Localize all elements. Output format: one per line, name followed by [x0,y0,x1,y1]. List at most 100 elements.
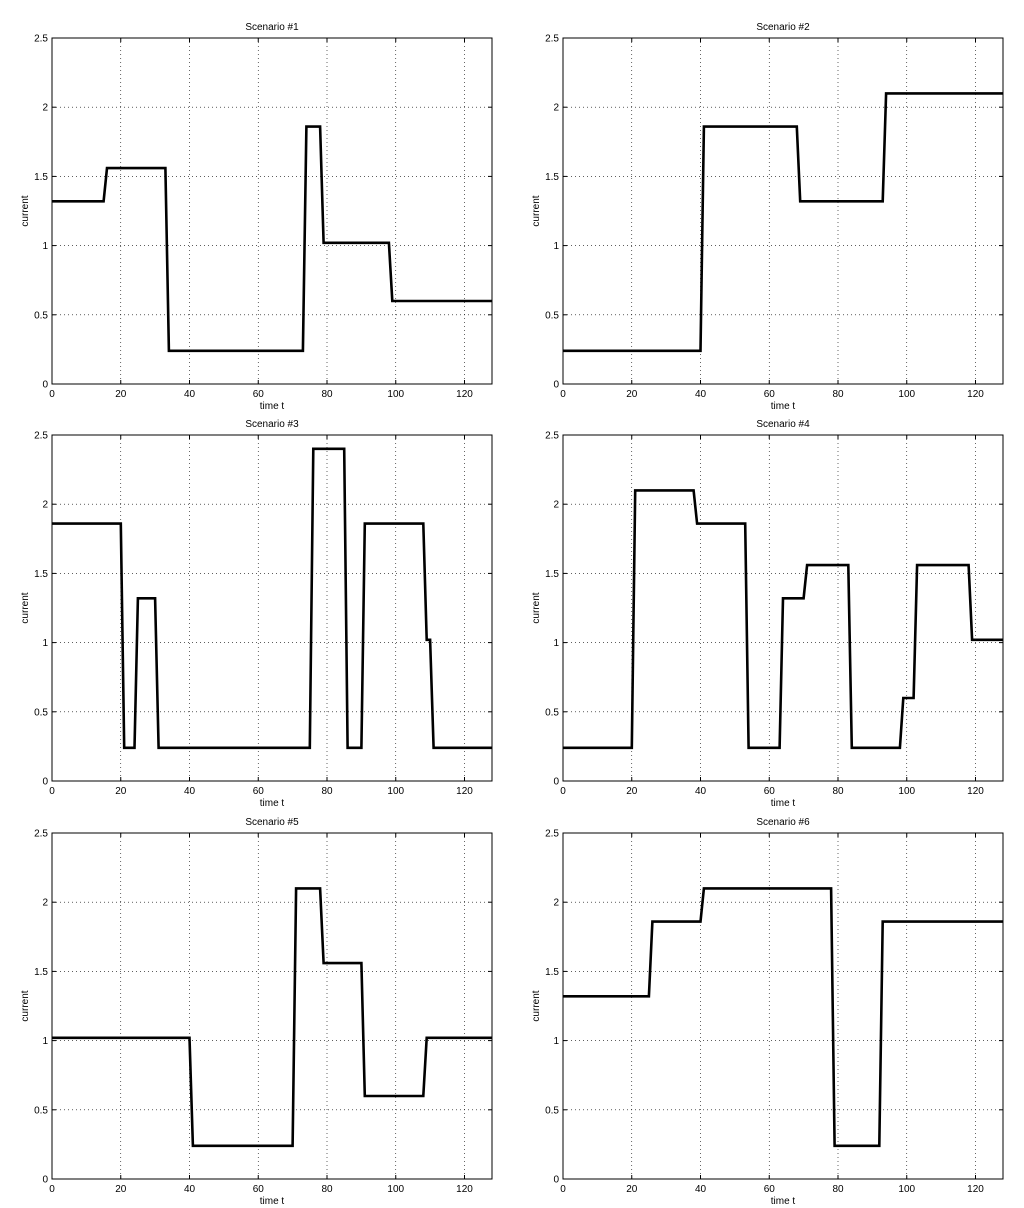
series-line-1 [52,125,492,353]
y-axis-label: current [20,990,31,1021]
series-line-1 [52,447,492,750]
y-tick-label: 2.5 [545,34,559,45]
y-tick-label: 0 [42,777,48,788]
chart-panel-1: 0 20 40 60 80 100 120 0 0.5 1 1.5 2 2.5 Scenario #1 ti… [20,22,493,412]
x-tick-label: 40 [184,1184,196,1195]
x-tick-label: 20 [626,389,638,400]
y-axis-label: current [20,592,31,623]
series-line-1 [563,489,1003,750]
chart-panel-3: 0 20 40 60 80 100 120 0 0.5 1 1.5 2 2.5 Scenario #3 ti… [20,419,493,809]
x-tick-label: 100 [387,786,404,797]
y-tick-label: 2 [553,103,559,114]
x-tick-label: 100 [898,1184,915,1195]
axes-frame [562,37,1004,385]
y-tick-label: 2 [42,103,48,114]
x-tick-label: 20 [626,786,638,797]
x-tick-label: 0 [49,786,55,797]
y-tick-label: 0 [42,380,48,391]
plot-area [563,38,1003,384]
x-tick-label: 20 [626,1184,638,1195]
x-axis-label: time t [260,798,285,809]
series-line-1 [563,887,1003,1148]
x-axis-label: time t [771,798,796,809]
x-tick-label: 60 [253,1184,265,1195]
y-tick-label: 1.5 [545,172,559,183]
x-tick-label: 120 [967,389,984,400]
y-tick-label: 0.5 [545,1105,559,1116]
y-tick-label: 1 [553,241,559,252]
x-tick-label: 20 [115,389,127,400]
x-tick-label: 60 [253,786,265,797]
y-tick-label: 1.5 [34,967,48,978]
axes-frame [562,434,1004,782]
y-tick-label: 2 [42,500,48,511]
y-tick-label: 0 [553,777,559,788]
x-tick-label: 0 [560,1184,566,1195]
x-tick-label: 60 [253,389,265,400]
plot-area [563,833,1003,1179]
x-tick-label: 20 [115,1184,127,1195]
x-tick-label: 100 [387,1184,404,1195]
x-tick-label: 120 [967,1184,984,1195]
chart-panel-5: 0 20 40 60 80 100 120 0 0.5 1 1.5 2 2.5 Scenario #5 ti… [20,817,493,1207]
plot-area [52,833,492,1179]
axes-frame [51,37,493,385]
y-tick-label: 2.5 [34,431,48,442]
x-tick-label: 80 [832,1184,844,1195]
x-tick-label: 20 [115,786,127,797]
axes-frame [51,434,493,782]
x-tick-label: 40 [695,786,707,797]
chart-title: Scenario #4 [756,419,810,430]
x-tick-label: 60 [764,389,776,400]
x-tick-label: 40 [695,389,707,400]
x-tick-label: 120 [456,1184,473,1195]
y-tick-label: 2.5 [34,34,48,45]
y-tick-label: 0 [553,1175,559,1186]
chart-title: Scenario #5 [245,817,299,828]
x-axis-label: time t [260,1196,285,1207]
x-tick-label: 60 [764,1184,776,1195]
x-axis-label: time t [771,401,796,412]
x-tick-label: 120 [967,786,984,797]
x-axis-label: time t [771,1196,796,1207]
y-tick-label: 0.5 [545,707,559,718]
y-axis-label: current [20,195,31,226]
y-tick-label: 0 [42,1175,48,1186]
y-tick-label: 2 [553,500,559,511]
y-tick-label: 1.5 [545,569,559,580]
x-tick-label: 80 [321,1184,333,1195]
chart-title: Scenario #2 [756,22,810,33]
axes-frame [51,832,493,1180]
x-tick-label: 100 [898,389,915,400]
chart-title: Scenario #1 [245,22,299,33]
series-line-1 [52,887,492,1148]
x-tick-label: 0 [560,786,566,797]
y-tick-label: 0.5 [545,310,559,321]
plot-area [52,435,492,781]
y-tick-label: 1 [42,241,48,252]
y-tick-label: 2.5 [545,431,559,442]
y-tick-label: 1 [42,638,48,649]
x-tick-label: 0 [49,1184,55,1195]
x-tick-label: 80 [832,389,844,400]
x-tick-label: 0 [560,389,566,400]
y-axis-label: current [531,195,542,226]
chart-panel-2: 0 20 40 60 80 100 120 0 0.5 1 1.5 2 2.5 Scenario #2 ti… [531,22,1004,412]
plot-area [52,38,492,384]
x-tick-label: 100 [387,389,404,400]
y-tick-label: 2.5 [545,829,559,840]
y-tick-label: 1.5 [545,967,559,978]
y-tick-label: 1 [42,1036,48,1047]
y-axis-label: current [531,990,542,1021]
x-tick-label: 120 [456,786,473,797]
chart-title: Scenario #6 [756,817,810,828]
x-tick-label: 40 [184,786,196,797]
x-tick-label: 120 [456,389,473,400]
x-tick-label: 80 [321,786,333,797]
chart-panel-6: 0 20 40 60 80 100 120 0 0.5 1 1.5 2 2.5 Scenario #6 ti… [531,817,1004,1207]
x-tick-label: 80 [832,786,844,797]
y-tick-label: 1.5 [34,172,48,183]
x-axis-label: time t [260,401,285,412]
x-tick-label: 40 [695,1184,707,1195]
